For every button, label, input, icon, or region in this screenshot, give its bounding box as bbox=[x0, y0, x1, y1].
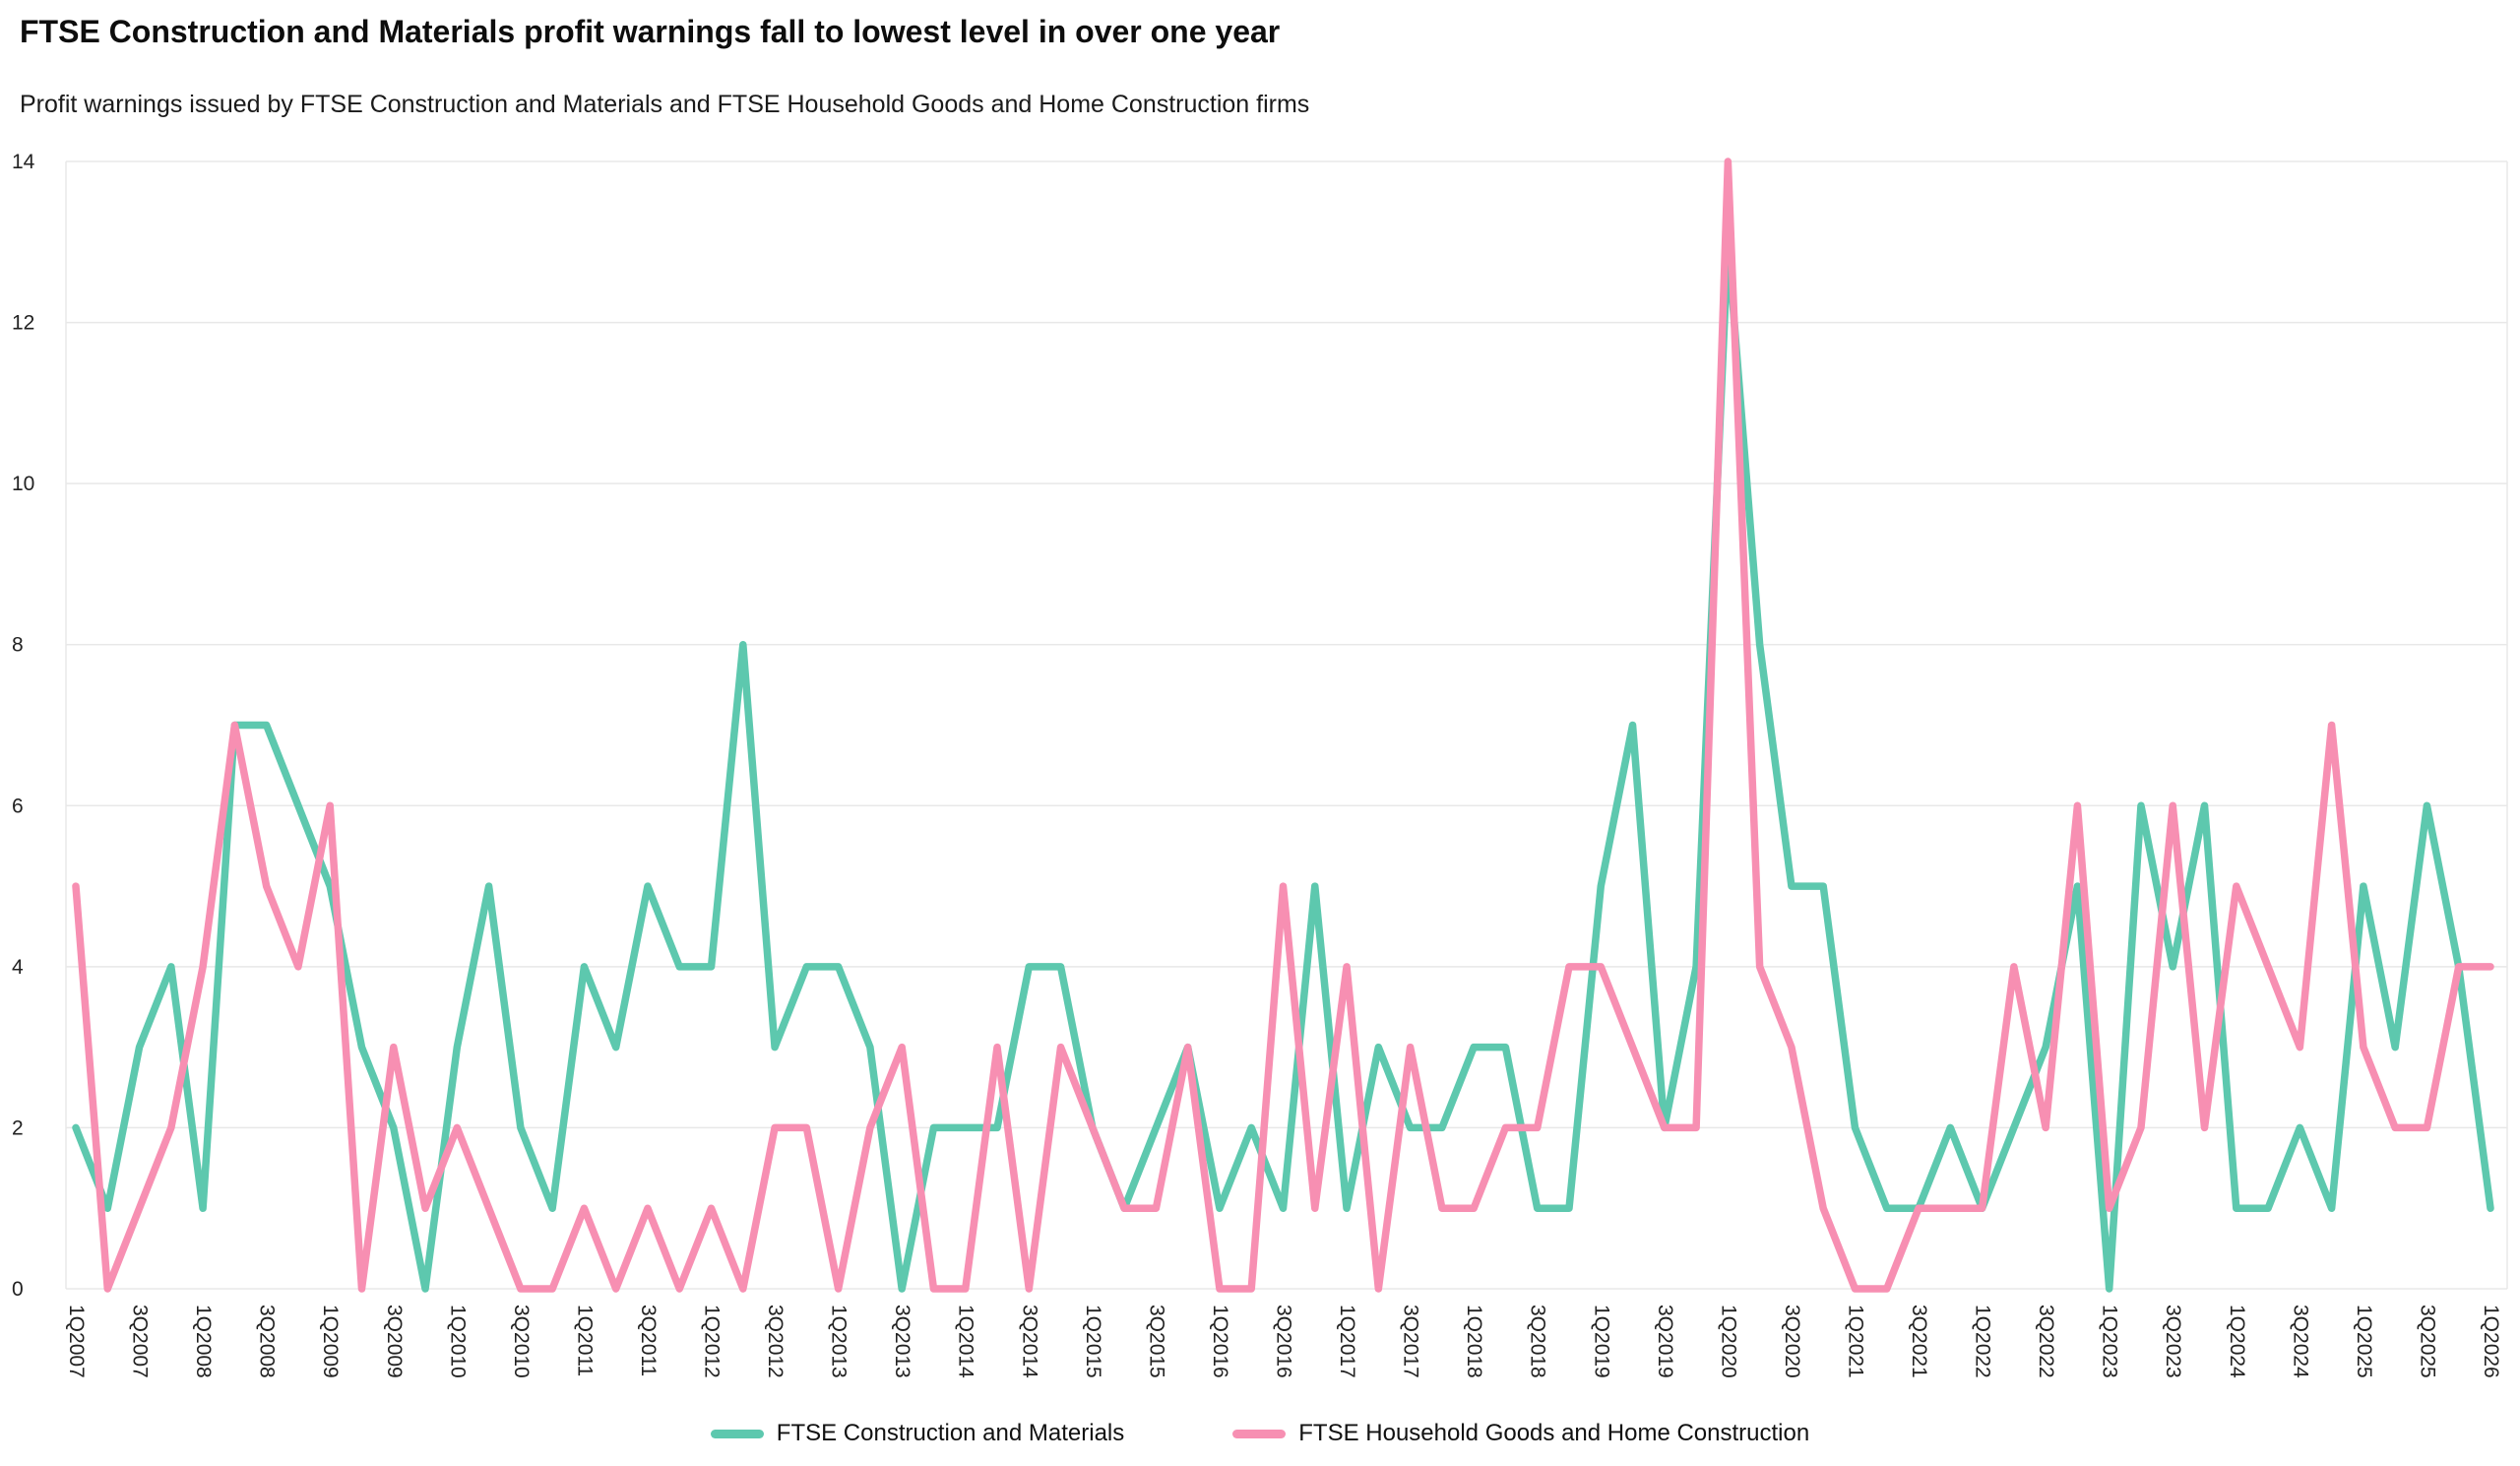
legend-item-household-goods: FTSE Household Goods and Home Constructi… bbox=[1232, 1420, 1809, 1447]
legend-swatch-household-goods bbox=[1232, 1429, 1287, 1438]
svg-text:3Q2025: 3Q2025 bbox=[2416, 1305, 2438, 1378]
legend-swatch-construction-materials bbox=[710, 1429, 764, 1438]
svg-text:3Q2020: 3Q2020 bbox=[1781, 1305, 1803, 1378]
svg-text:3Q2021: 3Q2021 bbox=[1908, 1305, 1930, 1378]
svg-text:10: 10 bbox=[12, 473, 34, 495]
svg-text:1Q2022: 1Q2022 bbox=[1972, 1305, 1994, 1378]
svg-text:3Q2023: 3Q2023 bbox=[2162, 1305, 2184, 1378]
svg-text:1Q2017: 1Q2017 bbox=[1336, 1305, 1358, 1378]
svg-text:1Q2009: 1Q2009 bbox=[319, 1305, 342, 1378]
svg-text:1Q2025: 1Q2025 bbox=[2353, 1305, 2375, 1378]
legend-item-construction-materials: FTSE Construction and Materials bbox=[710, 1420, 1125, 1447]
svg-text:1Q2013: 1Q2013 bbox=[828, 1305, 850, 1378]
svg-text:3Q2015: 3Q2015 bbox=[1145, 1305, 1167, 1378]
svg-text:3Q2017: 3Q2017 bbox=[1400, 1305, 1422, 1378]
svg-text:14: 14 bbox=[12, 151, 35, 173]
svg-text:1Q2012: 1Q2012 bbox=[701, 1305, 724, 1378]
svg-text:3Q2009: 3Q2009 bbox=[383, 1305, 406, 1378]
svg-text:1Q2023: 1Q2023 bbox=[2099, 1305, 2121, 1378]
svg-text:3Q2008: 3Q2008 bbox=[256, 1305, 279, 1378]
svg-text:1Q2016: 1Q2016 bbox=[1209, 1305, 1231, 1378]
svg-text:1Q2020: 1Q2020 bbox=[1717, 1305, 1739, 1378]
svg-text:1Q2019: 1Q2019 bbox=[1590, 1305, 1612, 1378]
svg-text:3Q2022: 3Q2022 bbox=[2035, 1305, 2057, 1378]
svg-text:1Q2015: 1Q2015 bbox=[1082, 1305, 1104, 1378]
svg-text:1Q2011: 1Q2011 bbox=[573, 1305, 596, 1376]
svg-text:6: 6 bbox=[12, 795, 24, 817]
chart-subtitle: Profit warnings issued by FTSE Construct… bbox=[20, 91, 1310, 118]
svg-text:1Q2021: 1Q2021 bbox=[1844, 1305, 1866, 1378]
svg-text:3Q2007: 3Q2007 bbox=[129, 1305, 152, 1378]
svg-text:3Q2012: 3Q2012 bbox=[764, 1305, 787, 1378]
svg-text:3Q2010: 3Q2010 bbox=[510, 1305, 533, 1378]
svg-text:3Q2011: 3Q2011 bbox=[637, 1305, 660, 1376]
svg-text:0: 0 bbox=[12, 1278, 24, 1301]
svg-text:1Q2026: 1Q2026 bbox=[2480, 1305, 2502, 1378]
svg-text:12: 12 bbox=[12, 312, 34, 335]
svg-text:3Q2014: 3Q2014 bbox=[1018, 1305, 1040, 1378]
svg-text:8: 8 bbox=[12, 634, 24, 657]
legend-label-household-goods: FTSE Household Goods and Home Constructi… bbox=[1298, 1420, 1810, 1446]
svg-text:4: 4 bbox=[12, 956, 24, 979]
legend: FTSE Construction and Materials FTSE Hou… bbox=[0, 1420, 2520, 1447]
svg-text:1Q2010: 1Q2010 bbox=[446, 1305, 469, 1378]
svg-text:1Q2024: 1Q2024 bbox=[2226, 1305, 2248, 1378]
svg-text:1Q2018: 1Q2018 bbox=[1463, 1305, 1485, 1378]
svg-text:3Q2018: 3Q2018 bbox=[1527, 1305, 1549, 1378]
svg-text:3Q2019: 3Q2019 bbox=[1654, 1305, 1676, 1378]
chart-title: FTSE Construction and Materials profit w… bbox=[20, 14, 1281, 49]
svg-text:1Q2014: 1Q2014 bbox=[955, 1305, 977, 1378]
legend-label-construction-materials: FTSE Construction and Materials bbox=[776, 1420, 1125, 1446]
svg-text:3Q2016: 3Q2016 bbox=[1273, 1305, 1295, 1378]
svg-text:1Q2007: 1Q2007 bbox=[65, 1305, 88, 1378]
svg-text:3Q2013: 3Q2013 bbox=[891, 1305, 914, 1378]
svg-text:3Q2024: 3Q2024 bbox=[2289, 1305, 2311, 1378]
svg-text:1Q2008: 1Q2008 bbox=[192, 1305, 215, 1378]
svg-text:2: 2 bbox=[12, 1116, 24, 1139]
